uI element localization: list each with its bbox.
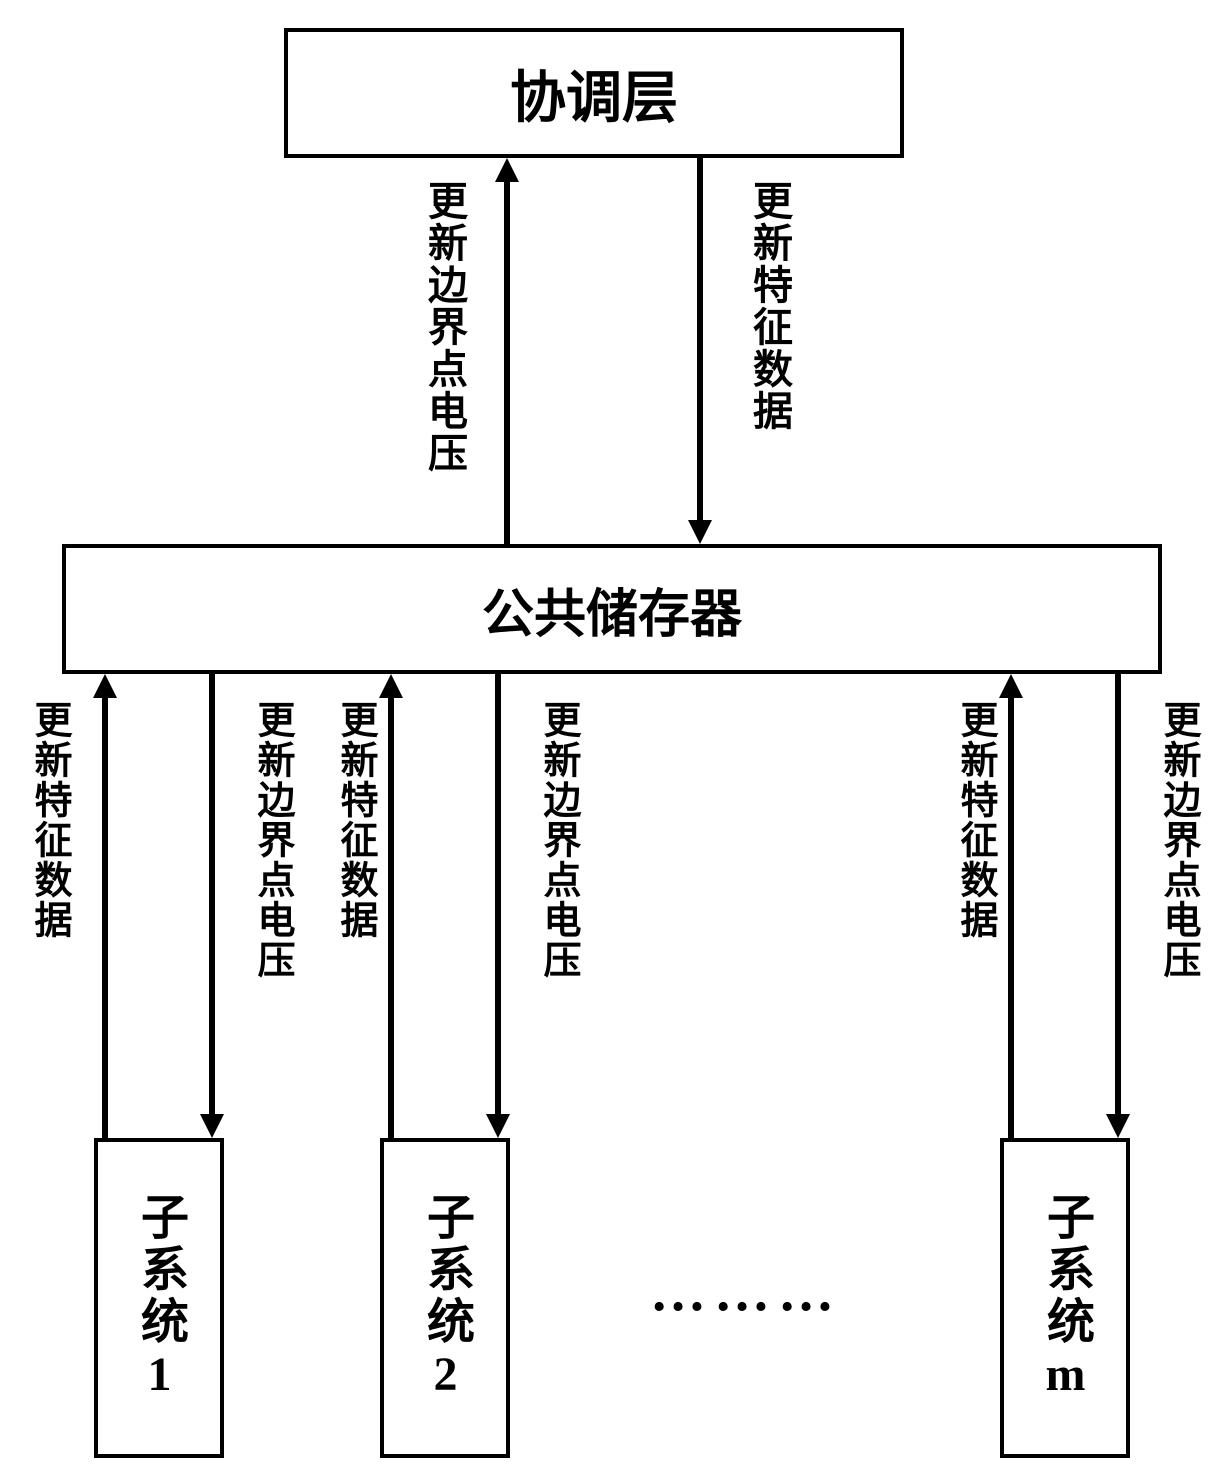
subsystem-2-label: 子系统2: [410, 1192, 480, 1405]
arrow-top-down-head: [688, 520, 712, 544]
arrow-sub2-down-head: [486, 1114, 510, 1138]
arrow-subm-down-line: [1115, 674, 1121, 1116]
arrow-top-up-head: [495, 158, 519, 182]
arrow-sub2-down-line: [495, 674, 501, 1116]
shared-storage-box: 公共储存器: [62, 544, 1162, 674]
arrow-top-up-label: 更新边界点电压: [415, 180, 473, 474]
arrow-sub2-up-label: 更新特征数据: [328, 700, 383, 940]
arrow-subm-up-line: [1008, 696, 1014, 1138]
coordination-layer-label: 协调层: [510, 53, 678, 134]
arrow-sub2-up-line: [388, 696, 394, 1138]
arrow-sub1-down-head: [200, 1114, 224, 1138]
arrow-top-down-label: 更新特征数据: [740, 180, 798, 432]
arrow-sub1-up-label: 更新特征数据: [22, 700, 77, 940]
subsystem-m-label: 子系统m: [1030, 1192, 1100, 1405]
arrow-sub1-down-label: 更新边界点电压: [245, 700, 300, 980]
subsystem-1-label: 子系统1: [124, 1192, 194, 1405]
coordination-layer-box: 协调层: [284, 28, 904, 158]
arrow-top-down-line: [697, 158, 703, 522]
subsystem-2-box: 子系统2: [380, 1138, 510, 1458]
subsystem-1-box: 子系统1: [94, 1138, 224, 1458]
ellipsis: ………: [650, 1260, 842, 1324]
arrow-sub2-up-head: [379, 674, 403, 698]
arrow-subm-up-label: 更新特征数据: [948, 700, 1003, 940]
arrow-top-up-line: [504, 180, 510, 544]
arrow-subm-down-head: [1106, 1114, 1130, 1138]
subsystem-m-box: 子系统m: [1000, 1138, 1130, 1458]
arrow-sub1-up-head: [93, 674, 117, 698]
shared-storage-label: 公共储存器: [482, 572, 742, 647]
arrow-subm-down-label: 更新边界点电压: [1151, 700, 1206, 980]
arrow-subm-up-head: [999, 674, 1023, 698]
arrow-sub1-up-line: [102, 696, 108, 1138]
arrow-sub2-down-label: 更新边界点电压: [531, 700, 586, 980]
arrow-sub1-down-line: [209, 674, 215, 1116]
